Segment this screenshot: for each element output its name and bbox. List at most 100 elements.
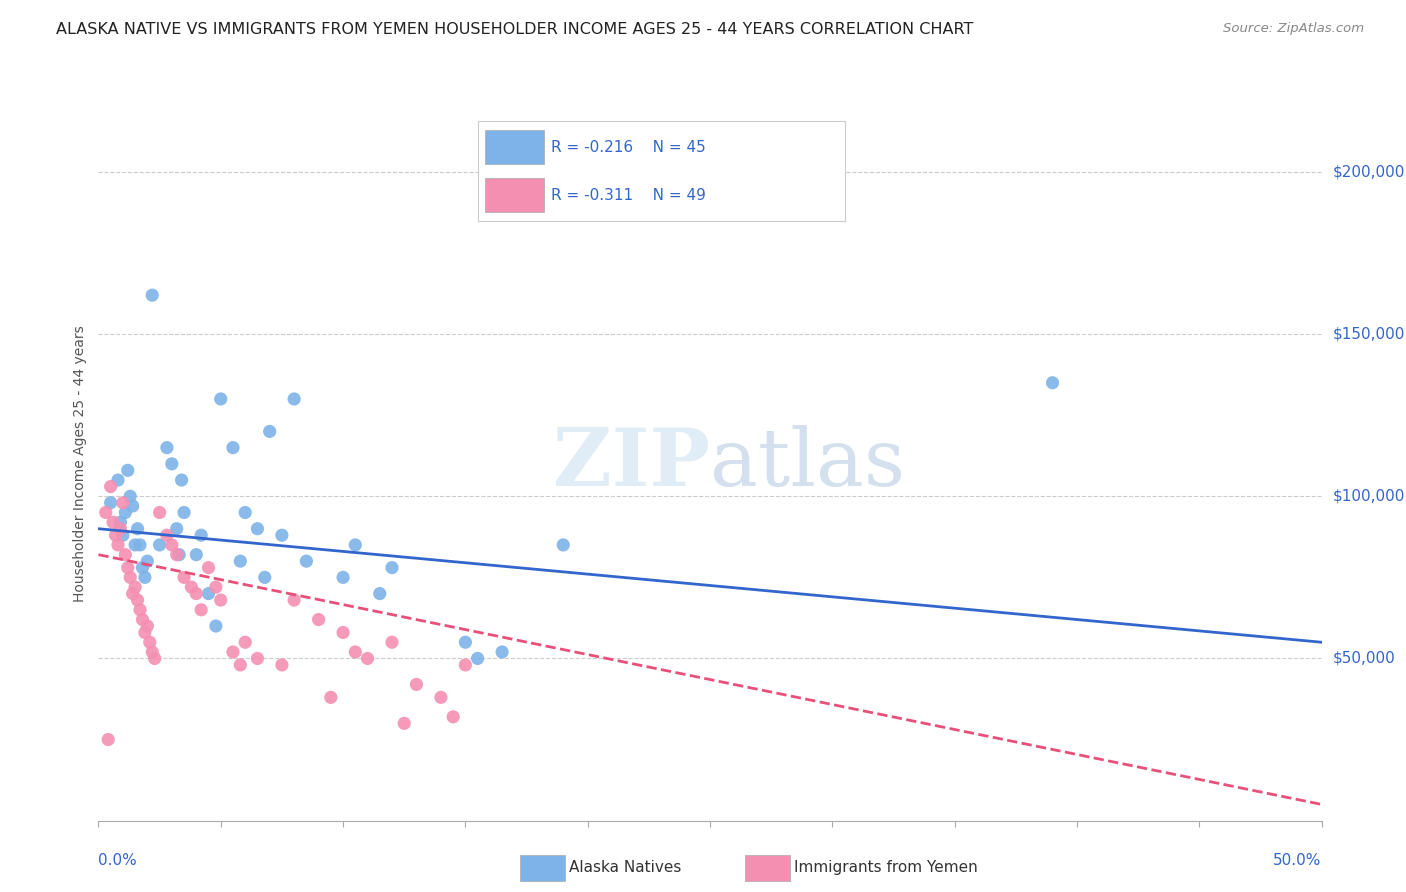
Point: [205, 580, 228, 594]
Text: ALASKA NATIVE VS IMMIGRANTS FROM YEMEN HOUSEHOLDER INCOME AGES 25 - 44 YEARS COR: ALASKA NATIVE VS IMMIGRANTS FROM YEMEN H…: [56, 22, 973, 37]
Text: ZIP: ZIP: [553, 425, 710, 503]
Point: [156, 528, 179, 542]
Point: [173, 570, 195, 584]
Text: Source: ZipAtlas.com: Source: ZipAtlas.com: [1223, 22, 1364, 36]
Point: [441, 710, 464, 724]
Point: [173, 506, 195, 520]
Point: [205, 619, 228, 633]
Point: [270, 528, 294, 542]
Point: [149, 538, 172, 552]
Text: Alaska Natives: Alaska Natives: [569, 861, 682, 875]
Point: [332, 625, 354, 640]
Point: [149, 506, 172, 520]
Point: [120, 570, 142, 584]
Point: [253, 570, 276, 584]
Point: [170, 473, 193, 487]
Point: [270, 657, 294, 672]
Point: [121, 586, 143, 600]
Point: [454, 635, 477, 649]
Point: [180, 580, 202, 594]
Point: [127, 593, 149, 607]
Point: [156, 441, 179, 455]
Text: $150,000: $150,000: [1333, 326, 1405, 342]
Point: [368, 586, 391, 600]
Point: [143, 651, 166, 665]
Point: [553, 538, 575, 552]
Point: [229, 657, 252, 672]
Text: Immigrants from Yemen: Immigrants from Yemen: [794, 861, 979, 875]
Point: [167, 548, 190, 562]
Point: [344, 645, 367, 659]
Point: [308, 613, 330, 627]
Point: [197, 560, 219, 574]
Point: [166, 548, 188, 562]
Point: [94, 506, 117, 520]
Point: [136, 619, 159, 633]
Point: [283, 593, 305, 607]
Point: [186, 586, 208, 600]
Point: [283, 392, 305, 406]
Point: [229, 554, 252, 568]
Point: [430, 690, 453, 705]
Point: [467, 651, 489, 665]
Point: [114, 506, 136, 520]
Point: [160, 538, 183, 552]
Point: [134, 570, 156, 584]
Point: [124, 580, 146, 594]
Text: $50,000: $50,000: [1333, 651, 1396, 666]
Point: [160, 457, 183, 471]
Point: [131, 613, 153, 627]
Point: [97, 732, 120, 747]
Point: [114, 548, 136, 562]
Point: [454, 657, 477, 672]
Point: [392, 716, 416, 731]
Point: [344, 538, 367, 552]
Point: [134, 625, 156, 640]
Point: [131, 560, 153, 574]
Point: [117, 463, 139, 477]
Point: [259, 425, 281, 439]
Point: [190, 603, 212, 617]
Text: $200,000: $200,000: [1333, 164, 1405, 179]
Y-axis label: Householder Income Ages 25 - 44 years: Householder Income Ages 25 - 44 years: [73, 326, 87, 602]
Point: [246, 651, 269, 665]
Text: $100,000: $100,000: [1333, 489, 1405, 504]
Point: [332, 570, 354, 584]
Text: 50.0%: 50.0%: [1274, 853, 1322, 868]
Point: [1042, 376, 1064, 390]
Point: [129, 603, 152, 617]
Point: [319, 690, 342, 705]
Text: atlas: atlas: [710, 425, 905, 503]
Point: [136, 554, 159, 568]
Point: [141, 645, 163, 659]
Point: [139, 635, 162, 649]
Point: [190, 528, 212, 542]
Point: [117, 560, 139, 574]
Point: [107, 473, 129, 487]
Point: [246, 522, 269, 536]
Point: [381, 560, 404, 574]
Point: [186, 548, 208, 562]
Point: [405, 677, 427, 691]
Point: [110, 522, 132, 536]
Point: [295, 554, 318, 568]
Point: [356, 651, 378, 665]
Point: [111, 528, 134, 542]
Point: [107, 538, 129, 552]
Point: [104, 528, 127, 542]
Point: [110, 515, 132, 529]
Point: [120, 489, 142, 503]
Point: [129, 538, 152, 552]
Point: [100, 479, 122, 493]
Point: [127, 522, 149, 536]
Point: [166, 522, 188, 536]
Point: [222, 441, 245, 455]
Text: 0.0%: 0.0%: [98, 853, 138, 868]
Point: [121, 499, 143, 513]
Point: [101, 515, 124, 529]
Point: [197, 586, 219, 600]
Point: [111, 496, 134, 510]
Point: [233, 506, 256, 520]
Point: [100, 496, 122, 510]
Point: [209, 392, 232, 406]
